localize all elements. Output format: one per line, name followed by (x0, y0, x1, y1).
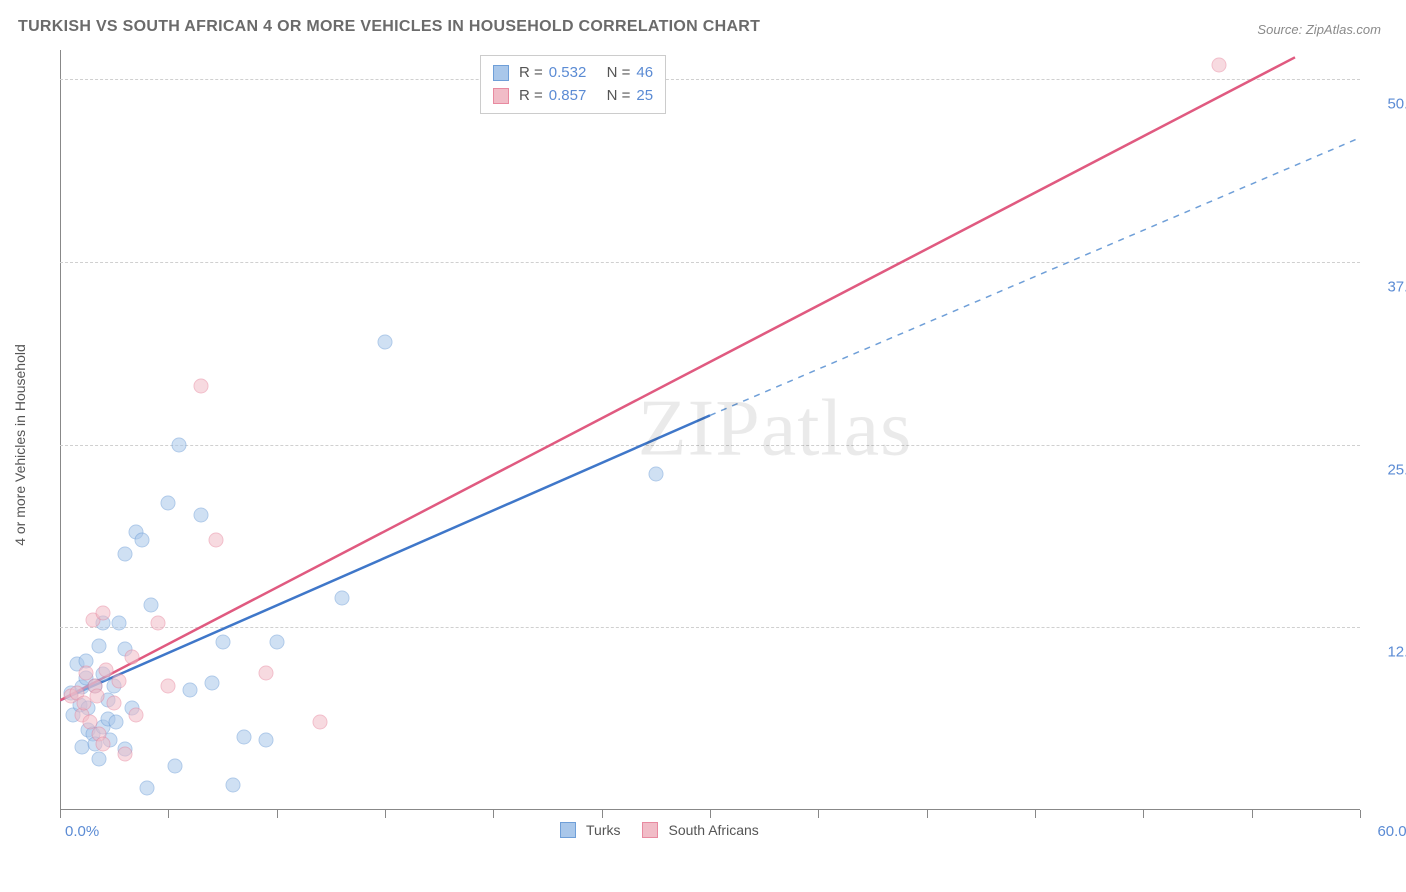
scatter-point (111, 615, 126, 630)
x-tick (710, 810, 711, 818)
x-tick (818, 810, 819, 818)
legend-item-turks: Turks (560, 822, 620, 838)
scatter-point (89, 689, 104, 704)
legend-swatch-turks (493, 65, 509, 81)
chart-title: TURKISH VS SOUTH AFRICAN 4 OR MORE VEHIC… (18, 18, 760, 36)
r-label-1: R = (519, 85, 543, 108)
scatter-point (111, 674, 126, 689)
watermark: ZIPatlas (638, 384, 913, 475)
scatter-point (334, 591, 349, 606)
scatter-point (313, 715, 328, 730)
x-tick (602, 810, 603, 818)
scatter-point (648, 466, 663, 481)
legend-series-swatch-turks (560, 822, 576, 838)
legend-series-label-turks: Turks (586, 822, 620, 838)
source-label: Source: (1257, 22, 1302, 37)
x-tick (927, 810, 928, 818)
x-tick (1252, 810, 1253, 818)
legend-swatch-southafricans (493, 88, 509, 104)
scatter-point (204, 675, 219, 690)
plot-area: 4 or more Vehicles in Household 12.5%25.… (60, 50, 1360, 840)
scatter-point (378, 335, 393, 350)
scatter-point (118, 747, 133, 762)
legend-series-label-southafricans: South Africans (668, 822, 758, 838)
scatter-point (237, 729, 252, 744)
x-tick (277, 810, 278, 818)
legend-stats-row-0: R = 0.532 N = 46 (493, 62, 653, 85)
n-value-1: 25 (636, 85, 653, 108)
legend-series-swatch-southafricans (642, 822, 658, 838)
legend-stats-box: R = 0.532 N = 46 R = 0.857 N = 25 (480, 55, 666, 114)
x-tick (1360, 810, 1361, 818)
y-tick-label: 50.0% (1387, 96, 1406, 113)
scatter-point (161, 678, 176, 693)
y-tick-label: 12.5% (1387, 644, 1406, 661)
scatter-point (98, 662, 113, 677)
scatter-point (144, 598, 159, 613)
scatter-point (172, 437, 187, 452)
x-tick (168, 810, 169, 818)
scatter-point (118, 547, 133, 562)
scatter-point (92, 751, 107, 766)
x-tick (60, 810, 61, 818)
source-link[interactable]: ZipAtlas.com (1306, 22, 1381, 37)
scatter-point (107, 696, 122, 711)
scatter-point (258, 665, 273, 680)
scatter-point (215, 634, 230, 649)
scatter-point (109, 715, 124, 730)
x-tick (1143, 810, 1144, 818)
scatter-point (269, 634, 284, 649)
legend-stats-row-1: R = 0.857 N = 25 (493, 85, 653, 108)
gridline-h (60, 627, 1360, 628)
n-value-0: 46 (636, 62, 653, 85)
legend-item-southafricans: South Africans (642, 822, 758, 838)
y-tick-label: 37.5% (1387, 278, 1406, 295)
scatter-point (167, 759, 182, 774)
scatter-point (135, 532, 150, 547)
scatter-point (193, 379, 208, 394)
scatter-point (92, 639, 107, 654)
scatter-point (258, 732, 273, 747)
x-axis-label-min: 0.0% (65, 823, 99, 840)
r-label-0: R = (519, 62, 543, 85)
gridline-h (60, 262, 1360, 263)
y-tick-label: 25.0% (1387, 461, 1406, 478)
scatter-point (139, 781, 154, 796)
legend-series: Turks South Africans (560, 822, 759, 838)
scatter-point (124, 649, 139, 664)
y-axis (60, 50, 61, 810)
scatter-point (209, 532, 224, 547)
y-axis-title: 4 or more Vehicles in Household (12, 344, 28, 546)
r-value-1: 0.857 (549, 85, 587, 108)
scatter-point (1212, 57, 1227, 72)
x-tick (385, 810, 386, 818)
scatter-point (193, 507, 208, 522)
scatter-point (161, 496, 176, 511)
scatter-point (128, 708, 143, 723)
scatter-point (96, 737, 111, 752)
scatter-point (96, 605, 111, 620)
scatter-point (150, 615, 165, 630)
r-value-0: 0.532 (549, 62, 587, 85)
gridline-h (60, 445, 1360, 446)
gridline-h (60, 79, 1360, 80)
x-tick (493, 810, 494, 818)
scatter-point (183, 683, 198, 698)
scatter-point (226, 778, 241, 793)
n-label-0: N = (607, 62, 631, 85)
x-tick (1035, 810, 1036, 818)
source-attribution: Source: ZipAtlas.com (1257, 22, 1381, 37)
x-axis-label-max: 60.0% (1377, 823, 1406, 840)
n-label-1: N = (607, 85, 631, 108)
